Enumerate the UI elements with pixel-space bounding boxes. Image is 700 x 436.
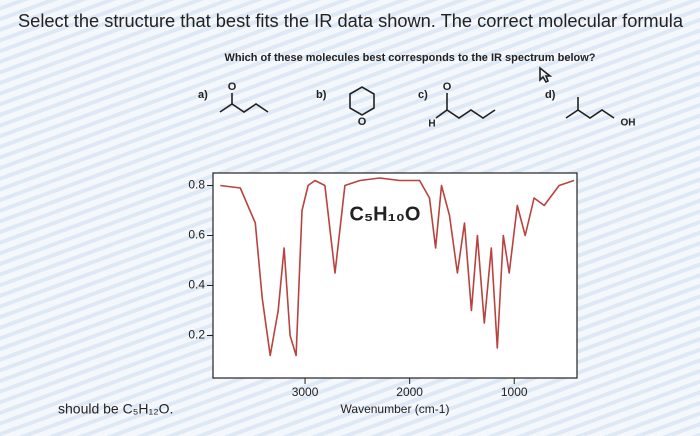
ir-chart: C₅H₁₀O Wavenumber (cm-1) 0.8 0.6 0.4 0.2 300…: [188, 172, 578, 416]
x-tick-label: 3000: [292, 385, 319, 399]
bond: [565, 109, 615, 119]
y-tick-label: 0.6: [188, 228, 205, 242]
x-axis-label: Wavenumber (cm-1): [341, 402, 450, 416]
annotation: C₅H₁₀O: [350, 203, 421, 225]
atom: OH: [621, 118, 636, 129]
option-label: c): [418, 89, 428, 101]
option-label: d): [545, 89, 556, 101]
footer-text: should be C₅H₁₂O.: [58, 401, 173, 417]
y-tick-label: 0.8: [188, 178, 205, 192]
option-label: a): [198, 89, 208, 101]
bond: [219, 103, 269, 113]
y-tick-label: 0.4: [188, 278, 205, 292]
atom: H: [428, 119, 435, 130]
x-tick-label: 2000: [396, 385, 423, 399]
atom: O: [358, 116, 367, 128]
cursor-icon: [539, 66, 553, 84]
bond: [435, 109, 496, 119]
atom: O: [228, 81, 237, 93]
spectrum-line: [220, 177, 575, 357]
header-text: Select the structure that best fits the …: [18, 11, 684, 31]
y-tick-label: 0.2: [188, 328, 205, 342]
question: Which of these molecules best correspond…: [224, 52, 595, 64]
option-label: b): [316, 89, 327, 101]
molecules: a) O b) O c) O H d) OH: [198, 66, 636, 130]
ring: [349, 86, 375, 116]
x-tick-label: 1000: [501, 385, 528, 399]
atom: O: [443, 81, 452, 93]
